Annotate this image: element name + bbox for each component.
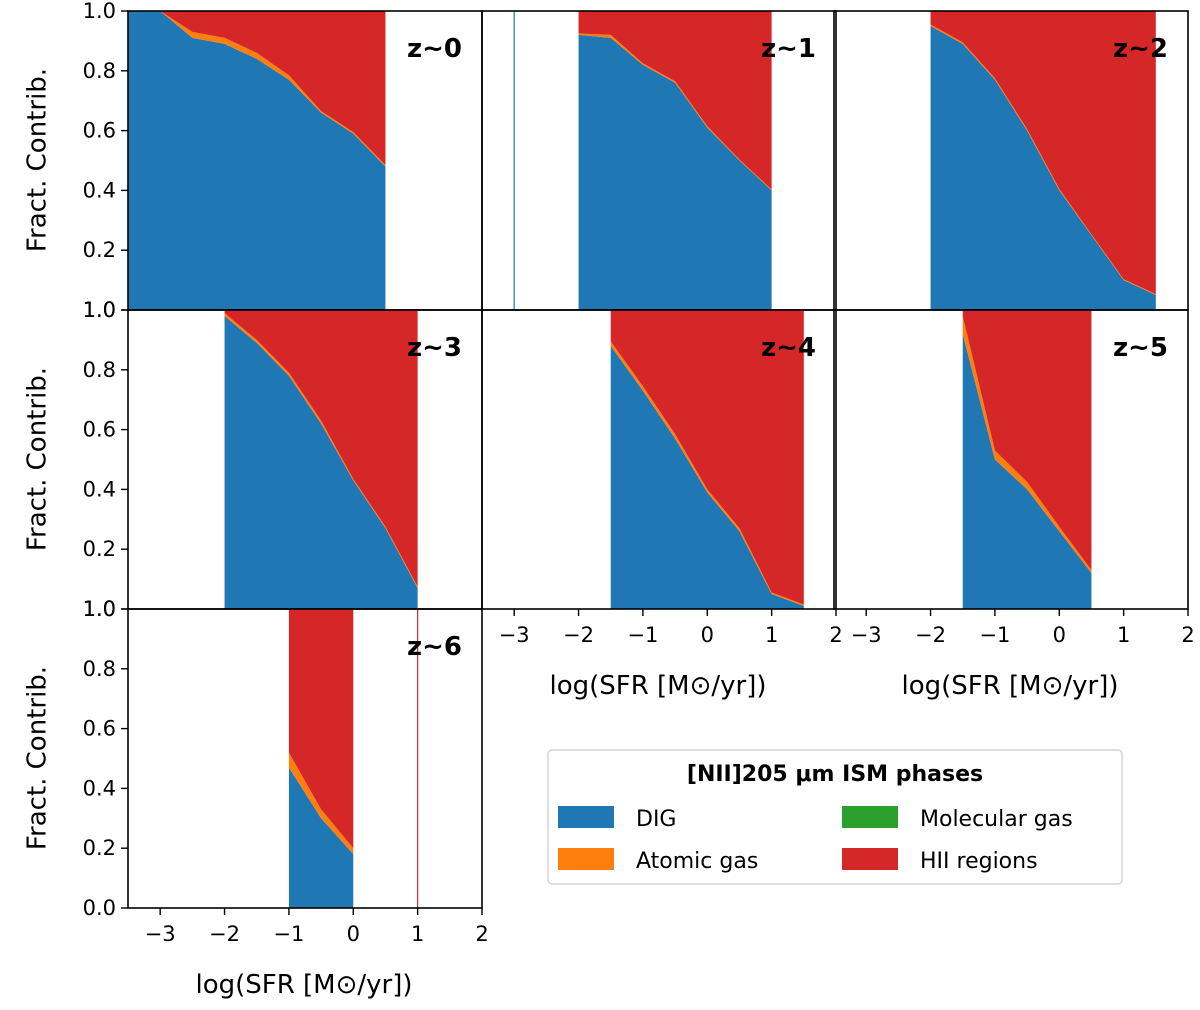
legend: [NII]205 μm ISM phases DIG Atomic gas Mo… [547, 749, 1123, 885]
panel-z3: z~3 1.0 0.2 0.4 0.6 0.8 1.0 [83, 298, 483, 621]
y-tick-label-z6-0: 0.0 [83, 896, 116, 920]
area-atomic-gas-z2 [930, 24, 1156, 296]
area-hii-regions-z1 [578, 11, 772, 190]
x-tick-label-z5-1: −2 [915, 623, 946, 647]
y-tick-label-z3-3: 0.6 [83, 418, 116, 442]
x-tick-label-z5-2: −1 [979, 623, 1010, 647]
y-tick-label-z0-3: 0.6 [83, 119, 116, 143]
x-tick-label-z6-0: −3 [145, 922, 176, 946]
x-tick-label-z5-5: 2 [1181, 623, 1194, 647]
legend-label-dig: DIG [636, 807, 676, 832]
x-tick-label-z4-5: 2 [829, 623, 842, 647]
area-dig-z2 [930, 25, 1156, 310]
panel-frame-z5 [833, 309, 1189, 610]
legend-title: [NII]205 μm ISM phases [687, 762, 983, 787]
area-dig-z4 [610, 345, 804, 609]
area-dig-z6 [288, 767, 354, 908]
area-hii-regions-z3 [224, 310, 418, 587]
y-tick-label-z6-5: 1.0 [83, 597, 116, 621]
panel-frame-z4 [481, 309, 837, 610]
x-tick-label-z4-3: 0 [701, 623, 714, 647]
x-tick-label-z5-3: 0 [1053, 623, 1066, 647]
x-tick-label-z5-4: 1 [1117, 623, 1130, 647]
x-axis-label-col-1: log(SFR [M⊙/yr]) [195, 970, 412, 1000]
x-tick-label-z4-4: 1 [765, 623, 778, 647]
y-tick-label-z6-1: 0.2 [83, 836, 116, 860]
y-tick-label-z0-5: 1.0 [83, 0, 116, 23]
area-hii-regions-z0 [128, 11, 386, 165]
panel-label-z1: z~1 [761, 34, 816, 64]
x-tick-label-z6-5: 2 [475, 922, 488, 946]
x-tick-label-z6-4: 1 [411, 922, 424, 946]
panel-z2: z~2 [833, 10, 1189, 311]
x-tick-label-z6-3: 0 [347, 922, 360, 946]
y-axis-label-row-1: Fract. Contrib. [23, 68, 53, 252]
x-tick-label-z4-1: −2 [563, 623, 594, 647]
legend-frame [547, 749, 1123, 885]
y-tick-label-z0-0: 1.0 [83, 298, 116, 322]
panels-layer: z~0 1.0 0.2 0.4 0.6 0.8 1.0 z~1 z~2 z~3 1.0 0.2 0.4 0… [83, 0, 1195, 946]
y-tick-label-z3-5: 1.0 [83, 298, 116, 322]
area-dig-z1 [578, 34, 772, 311]
panel-z1: z~1 [481, 10, 837, 311]
y-tick-label-z3-2: 0.4 [83, 477, 116, 501]
y-tick-label-z0-4: 0.8 [83, 59, 116, 83]
area-hii-regions-z2 [930, 11, 1156, 295]
legend-label-hii: HII regions [920, 849, 1038, 874]
legend-swatch-hii [842, 848, 898, 870]
x-tick-label-z4-0: −3 [499, 623, 530, 647]
area-dig-z5 [962, 333, 1092, 609]
area-dig-z3 [224, 315, 418, 609]
area-hii-regions-z5 [962, 310, 1092, 571]
legend-label-molecular: Molecular gas [920, 807, 1073, 832]
area-hii-regions-z4 [610, 310, 804, 605]
panel-label-z3: z~3 [407, 333, 462, 363]
legend-swatch-atomic [558, 848, 614, 870]
panel-label-z4: z~4 [761, 333, 816, 363]
panel-label-z6: z~6 [407, 632, 462, 662]
y-tick-label-z6-2: 0.4 [83, 776, 116, 800]
x-tick-label-z5-0: −3 [851, 623, 882, 647]
panel-z0: z~0 1.0 0.2 0.4 0.6 0.8 1.0 [83, 0, 483, 322]
panel-z6: z~6 0.0 0.2 0.4 0.6 0.8 1.0 −3 −2 −1 0 1 2 [83, 597, 489, 946]
panel-label-z2: z~2 [1113, 34, 1168, 64]
x-axis-label-col-3: log(SFR [M⊙/yr]) [901, 671, 1118, 701]
panel-label-z0: z~0 [407, 34, 462, 64]
panel-frame-z6 [127, 608, 483, 909]
legend-label-atomic: Atomic gas [636, 849, 758, 874]
panel-label-z5: z~5 [1113, 333, 1168, 363]
panel-z5: z~5 −3 −2 −1 0 1 2 [833, 309, 1195, 647]
x-tick-label-z6-1: −2 [209, 922, 240, 946]
y-tick-label-z0-1: 0.2 [83, 238, 116, 262]
x-axis-label-col-2: log(SFR [M⊙/yr]) [549, 671, 766, 701]
y-axis-label-row-2: Fract. Contrib. [23, 367, 53, 551]
x-tick-label-z6-2: −1 [273, 922, 304, 946]
y-tick-label-z3-1: 0.2 [83, 537, 116, 561]
y-tick-label-z3-4: 0.8 [83, 358, 116, 382]
legend-swatch-dig [558, 806, 614, 828]
panel-z4: z~4 −3 −2 −1 0 1 2 [481, 309, 843, 647]
legend-swatch-molecular [842, 806, 898, 828]
y-tick-label-z3-0: 1.0 [83, 597, 116, 621]
area-dig-z0 [128, 11, 386, 310]
y-axis-label-row-3: Fract. Contrib. [23, 666, 53, 850]
x-tick-label-z4-2: −1 [627, 623, 658, 647]
area-hii-regions-z6 [288, 609, 354, 849]
y-tick-label-z6-3: 0.6 [83, 717, 116, 741]
y-tick-label-z6-4: 0.8 [83, 657, 116, 681]
y-tick-label-z0-2: 0.4 [83, 178, 116, 202]
